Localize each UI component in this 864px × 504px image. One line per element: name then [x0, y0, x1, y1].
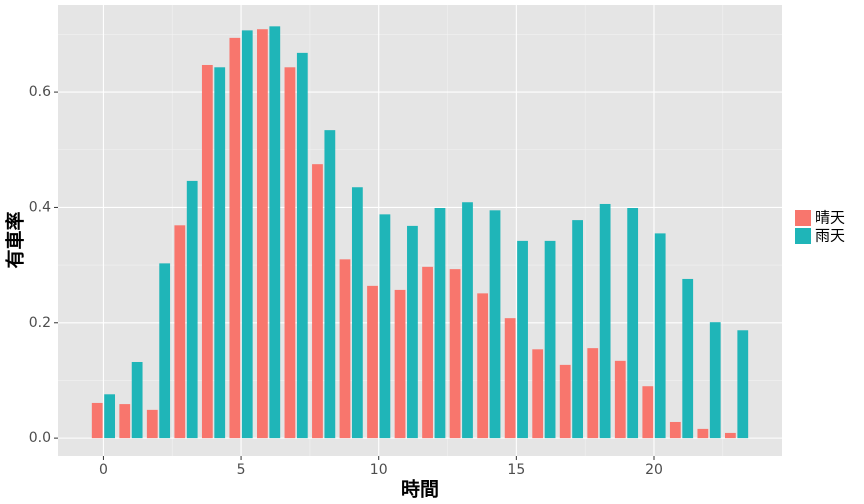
y-tick-label: 0.6	[29, 84, 51, 100]
bar	[504, 318, 516, 439]
bar	[544, 240, 556, 439]
bar	[104, 394, 116, 439]
bar	[91, 402, 103, 439]
y-tick-label: 0.2	[29, 315, 51, 331]
bar	[296, 52, 308, 439]
bar	[737, 330, 749, 439]
bar	[257, 29, 268, 439]
bar	[709, 322, 721, 439]
bar	[241, 30, 253, 439]
bar	[449, 269, 461, 439]
y-axis-title: 有車率	[4, 211, 27, 268]
bar	[186, 180, 198, 439]
bar	[367, 285, 378, 439]
x-tick-label: 5	[237, 462, 246, 478]
bar	[407, 225, 418, 439]
y-tick-label: 0.4	[29, 199, 51, 215]
legend-key	[795, 210, 811, 226]
x-tick-label: 15	[507, 462, 525, 478]
legend-label: 晴天	[815, 209, 845, 227]
x-tick-label: 0	[99, 462, 108, 478]
bar	[312, 164, 323, 439]
bar	[131, 361, 143, 439]
bar	[394, 289, 406, 439]
bar	[654, 233, 666, 439]
bar	[627, 208, 639, 439]
bar	[724, 432, 736, 439]
x-tick-label: 20	[645, 462, 663, 478]
bar	[599, 203, 611, 439]
bar	[339, 259, 351, 439]
bar	[229, 37, 241, 439]
legend-label: 雨天	[815, 227, 845, 245]
bar	[669, 421, 681, 439]
bar	[517, 240, 528, 439]
bar	[379, 214, 391, 439]
bar	[351, 187, 363, 439]
y-tick-label: 0.0	[29, 430, 51, 446]
bar	[614, 360, 626, 439]
legend-key	[795, 228, 811, 244]
bar	[682, 278, 694, 439]
bar	[489, 210, 501, 439]
bar	[477, 293, 489, 439]
x-axis-title: 時間	[401, 479, 439, 501]
bar	[284, 67, 296, 439]
bar	[269, 26, 281, 439]
x-tick-label: 10	[370, 462, 388, 478]
bar	[697, 428, 709, 439]
bar	[434, 208, 446, 439]
bar	[587, 348, 599, 439]
bar	[559, 364, 571, 439]
bar	[422, 266, 433, 439]
bar	[174, 225, 186, 439]
bar	[572, 220, 583, 439]
bar	[201, 64, 213, 439]
bar	[462, 202, 473, 439]
bar	[642, 386, 654, 439]
bar	[324, 130, 336, 439]
bar	[214, 67, 226, 439]
bar	[532, 349, 544, 439]
bar	[119, 404, 131, 439]
bar	[159, 263, 171, 439]
bar	[146, 409, 158, 439]
